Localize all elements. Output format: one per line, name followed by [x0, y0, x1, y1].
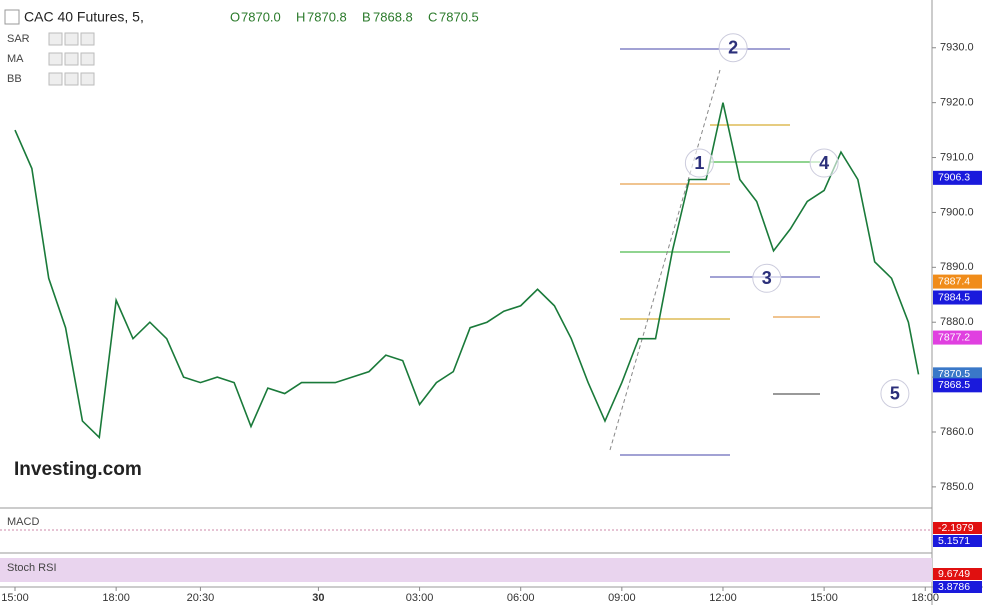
x-tick-label: 03:00 — [406, 592, 434, 604]
panel-tag — [933, 535, 982, 547]
indicator-icon — [64, 32, 79, 46]
panel-label: Stoch RSI — [7, 562, 57, 574]
price-tag — [933, 330, 982, 345]
indicator-icon — [48, 52, 63, 66]
price-tag-label: 7884.5 — [938, 291, 970, 303]
x-tick-label: 06:00 — [507, 592, 535, 604]
wave-circle — [880, 379, 910, 409]
panel-tag — [933, 581, 982, 593]
ohlc-key: B — [362, 9, 371, 24]
chart-title: CAC 40 Futures, 5, — [24, 9, 144, 25]
x-tick-label: 20:30 — [187, 592, 215, 604]
x-tick-label: 09:00 — [608, 592, 636, 604]
panel-tag — [933, 522, 982, 534]
price-tag — [933, 170, 982, 185]
x-tick-label: 18:00 — [102, 592, 130, 604]
indicator-icon — [64, 52, 79, 66]
price-tag-label: 7887.4 — [938, 275, 970, 287]
logo: Investing.com — [14, 459, 142, 480]
wave-label: 5 — [890, 383, 900, 403]
ohlc-value: 7870.0 — [241, 9, 281, 24]
price-tag — [933, 290, 982, 305]
wave-label: 3 — [762, 268, 772, 288]
ohlc-value: 7868.8 — [373, 9, 413, 24]
y-tick-label: 7860.0 — [940, 426, 974, 438]
wave-circle — [684, 148, 714, 178]
ohlc-key: H — [296, 9, 305, 24]
x-tick-label: 15:00 — [1, 592, 29, 604]
price-tag-label: 7868.5 — [938, 379, 970, 391]
price-tag-label: 7877.2 — [938, 331, 970, 343]
y-tick-label: 7920.0 — [940, 97, 974, 109]
panel-tag-label: 3.8786 — [938, 581, 970, 593]
wave-circle — [809, 148, 839, 178]
wave-circle — [718, 33, 748, 63]
indicator-icon — [80, 32, 95, 46]
x-tick-label: 18:00 — [911, 592, 939, 604]
ohlc-value: 7870.8 — [307, 9, 347, 24]
y-tick-label: 7900.0 — [940, 206, 974, 218]
panel-tag-label: -2.1979 — [938, 522, 974, 534]
panel-label: MACD — [7, 516, 39, 528]
indicator-label: SAR — [7, 33, 30, 45]
panel-tag-label: 9.6749 — [938, 568, 970, 580]
indicator-icon — [48, 72, 63, 86]
y-tick-label: 7880.0 — [940, 316, 974, 328]
y-tick-label: 7890.0 — [940, 261, 974, 273]
x-tick-label: 15:00 — [810, 592, 838, 604]
wave-label: 4 — [819, 153, 829, 173]
indicator-label: MA — [7, 53, 24, 65]
wave-label: 2 — [728, 38, 738, 58]
wave-circle — [752, 263, 782, 293]
indicator-icon — [48, 32, 63, 46]
price-tag-label: 7906.3 — [938, 172, 970, 184]
wave-label: 1 — [694, 153, 704, 173]
wave-trend — [609, 69, 721, 451]
ohlc-key: O — [230, 9, 240, 24]
x-tick-label: 12:00 — [709, 592, 737, 604]
price-tag — [933, 378, 982, 393]
indicator-label: BB — [7, 73, 22, 85]
panel-tag — [933, 568, 982, 580]
panel-tag-label: 5.1571 — [938, 535, 970, 547]
y-tick-label: 7930.0 — [940, 42, 974, 54]
ohlc-value: 7870.5 — [439, 9, 479, 24]
price-tag-label: 7870.5 — [938, 368, 970, 380]
price-tag — [933, 274, 982, 289]
y-tick-label: 7910.0 — [940, 151, 974, 163]
price-line — [14, 102, 920, 440]
price-tag — [933, 367, 982, 382]
y-tick-label: 7850.0 — [940, 481, 974, 493]
indicator-icon — [80, 52, 95, 66]
x-tick-label: 30 — [312, 592, 324, 604]
ohlc-key: C — [428, 9, 437, 24]
collapse-icon[interactable] — [4, 9, 20, 25]
stoch-band — [0, 558, 932, 582]
indicator-icon — [80, 72, 95, 86]
indicator-icon — [64, 72, 79, 86]
